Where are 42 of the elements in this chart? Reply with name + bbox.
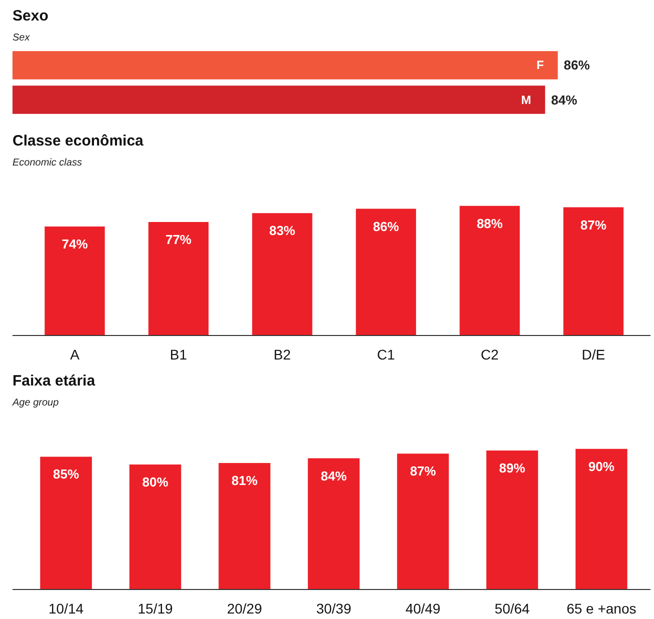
x-tick-label: A: [70, 346, 80, 362]
bar: [563, 207, 624, 336]
x-tick-label: 10/14: [48, 600, 84, 616]
y-tick-label: M: [521, 92, 532, 107]
chart-subtitle: Age group: [12, 398, 60, 408]
data-label: 84%: [551, 92, 578, 108]
data-label: 77%: [165, 232, 192, 248]
data-label: 86%: [372, 218, 400, 234]
data-label: 87%: [410, 464, 436, 479]
chart-title: Faixa etária: [12, 372, 96, 390]
bar: [44, 226, 105, 336]
chart-title: Sexo: [12, 8, 48, 24]
data-label: 80%: [142, 474, 169, 490]
data-label: 81%: [231, 472, 258, 488]
data-label: 88%: [476, 216, 504, 231]
bar: [356, 208, 416, 336]
x-tick-label: 65 e +anos: [566, 600, 636, 616]
x-tick-label: B2: [274, 346, 291, 362]
data-label: 74%: [62, 236, 88, 252]
data-label: 83%: [269, 223, 296, 238]
chart-subtitle: Economic class: [12, 158, 82, 168]
x-tick-label: 20/29: [226, 600, 262, 616]
x-tick-label: 30/39: [316, 600, 352, 616]
data-label: 87%: [580, 217, 607, 232]
chart-title: Classe econômica: [12, 132, 144, 150]
x-tick-label: D/E: [582, 346, 606, 362]
x-tick-label: 15/19: [138, 600, 173, 616]
data-label: 89%: [499, 460, 526, 476]
x-tick-label: 50/64: [494, 600, 530, 616]
y-tick-label: F: [536, 58, 544, 72]
bar: [252, 213, 312, 336]
chart-subtitle: Sex: [12, 32, 31, 44]
data-label: 84%: [320, 468, 348, 484]
data-label: 90%: [588, 458, 615, 474]
data-label: 86%: [564, 58, 590, 73]
bar: [148, 222, 209, 336]
x-tick-label: B1: [170, 346, 188, 362]
x-tick-label: C1: [377, 346, 396, 362]
x-tick-label: C2: [480, 346, 499, 362]
bar: [460, 206, 520, 336]
x-tick-label: 40/49: [405, 600, 441, 616]
data-label: 85%: [53, 466, 80, 482]
